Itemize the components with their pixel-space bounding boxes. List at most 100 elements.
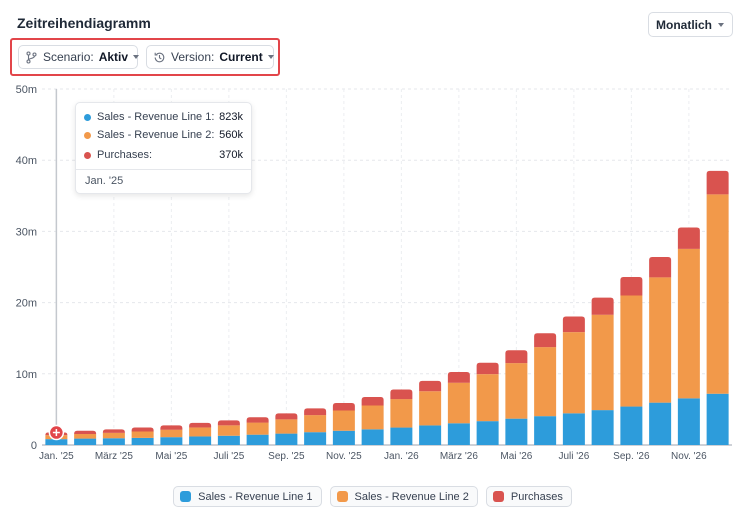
bar-segment [102, 432, 125, 439]
bar-segment [131, 431, 154, 438]
branch-icon [25, 50, 38, 64]
version-label: Version: [171, 50, 215, 64]
legend-item-purchases[interactable]: Purchases [485, 486, 572, 507]
scenario-dropdown[interactable]: Scenario: Aktiv [18, 45, 140, 69]
tooltip-series-name: Purchases: [97, 149, 153, 161]
tooltip-row: Purchases: 370k [84, 148, 243, 162]
bar-segment [217, 420, 240, 426]
stacked-bar-chart: 0 10m 20m 30m 40m 50m Jan. '25 März '25 Mai '25 J… [16, 84, 732, 462]
bar-segment [505, 418, 528, 445]
x-tick-label: Mai '26 [500, 451, 532, 462]
bar-segment [677, 248, 700, 399]
bar-segment [361, 429, 384, 445]
bar-segment [332, 402, 355, 411]
bar-segment [131, 437, 154, 445]
tooltip-row: Sales - Revenue Line 1: 823k [84, 110, 243, 124]
legend-item-line2[interactable]: Sales - Revenue Line 2 [329, 486, 478, 507]
chart-tooltip: Sales - Revenue Line 1: 823k Sales - Rev… [75, 102, 252, 194]
scenario-value: Aktiv [98, 50, 129, 64]
bar-segment [591, 297, 614, 315]
y-tick-label: 20m [16, 298, 37, 310]
bar-segment [45, 439, 68, 445]
x-tick-label: Jan. '25 [39, 451, 74, 462]
y-tick-label: 30m [16, 226, 37, 238]
bar-segment [189, 427, 212, 437]
series-dot-icon [84, 113, 91, 121]
bar-segment [591, 314, 614, 411]
legend-label: Sales - Revenue Line 2 [354, 490, 469, 503]
legend-swatch [336, 491, 348, 502]
bar-segment [677, 227, 700, 249]
bar-segment [419, 425, 442, 445]
bar-segment [476, 362, 499, 375]
x-tick-label: Sep. '25 [268, 451, 305, 462]
legend-swatch [180, 491, 192, 502]
x-tick-label: Nov. '26 [671, 451, 707, 462]
bar-segment [447, 382, 470, 424]
bar-segment [505, 363, 528, 419]
tooltip-series-name: Sales - Revenue Line 1: [97, 111, 215, 123]
chevron-down-icon [133, 55, 140, 59]
x-tick-label: Nov. '25 [326, 451, 362, 462]
bar-segment [217, 435, 240, 445]
bar-segment [706, 170, 729, 195]
y-tick-label: 40m [16, 155, 37, 167]
bar-segment [677, 398, 700, 445]
chevron-down-icon [718, 22, 724, 27]
bar-segment [275, 433, 298, 445]
tooltip-series-name: Sales - Revenue Line 2: [97, 129, 215, 141]
tooltip-divider [76, 169, 251, 170]
x-tick-label: März '26 [440, 451, 478, 462]
bar-segment [390, 427, 413, 445]
bar-segment [131, 427, 154, 432]
bar-segment [246, 422, 269, 435]
bar-segment [534, 347, 557, 417]
chevron-down-icon [267, 55, 274, 59]
bar-segment [361, 405, 384, 430]
legend-item-line1[interactable]: Sales - Revenue Line 1 [173, 486, 322, 507]
bar-segment [189, 422, 212, 428]
filters-highlight-box [10, 38, 280, 76]
x-tick-label: Jan. '26 [384, 451, 419, 462]
legend-label: Sales - Revenue Line 1 [198, 490, 313, 503]
legend-swatch [492, 491, 504, 502]
bar-segment [620, 295, 643, 407]
bar-segment [332, 430, 355, 445]
tooltip-row: Sales - Revenue Line 2: 560k [84, 128, 243, 142]
tooltip-series-value: 823k [219, 111, 243, 123]
bar-segment [706, 393, 729, 445]
bar-segment [649, 257, 672, 278]
bar-segment [74, 433, 97, 439]
x-tick-label: Juli '26 [558, 451, 589, 462]
y-tick-label: 0 [31, 440, 37, 452]
bar-segment [304, 432, 327, 445]
bar-segment [275, 413, 298, 420]
version-dropdown[interactable]: Version: Current [146, 45, 274, 69]
bar-segment [591, 410, 614, 445]
bar-segment [562, 332, 585, 414]
legend-label: Purchases [510, 490, 563, 503]
bar-segment [562, 316, 585, 333]
bar-segment [562, 413, 585, 445]
y-tick-label: 50m [16, 84, 37, 96]
bar-segment [534, 416, 557, 445]
bar-segment [102, 438, 125, 445]
bar-segment [649, 277, 672, 403]
bar-segment [304, 408, 327, 416]
period-dropdown[interactable]: Monatlich [648, 12, 733, 37]
tooltip-series-value: 560k [219, 129, 243, 141]
history-icon [153, 51, 166, 64]
version-value: Current [219, 50, 263, 64]
period-label: Monatlich [656, 17, 712, 32]
bar-segment [74, 438, 97, 445]
bar-segment [246, 434, 269, 445]
bar-segment [275, 419, 298, 434]
bar-segment [534, 333, 557, 348]
chart-legend: Sales - Revenue Line 1 Sales - Revenue L… [0, 486, 745, 507]
x-tick-label: Sep. '26 [613, 451, 650, 462]
bar-segment [217, 425, 240, 436]
tooltip-series-value: 370k [219, 149, 243, 161]
x-tick-label: März '25 [95, 451, 133, 462]
bar-segment [74, 430, 97, 434]
bar-segment [447, 372, 470, 383]
